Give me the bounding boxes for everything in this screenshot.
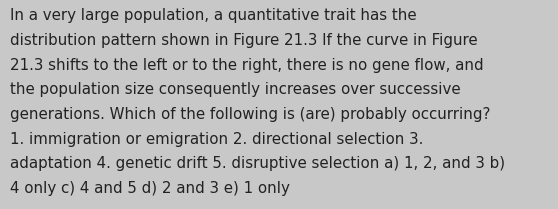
Text: generations. Which of the following is (are) probably occurring?: generations. Which of the following is (… — [10, 107, 490, 122]
Text: the population size consequently increases over successive: the population size consequently increas… — [10, 82, 461, 97]
Text: 21.3 shifts to the left or to the right, there is no gene flow, and: 21.3 shifts to the left or to the right,… — [10, 58, 484, 73]
Text: 1. immigration or emigration 2. directional selection 3.: 1. immigration or emigration 2. directio… — [10, 132, 424, 147]
Text: adaptation 4. genetic drift 5. disruptive selection a) 1, 2, and 3 b): adaptation 4. genetic drift 5. disruptiv… — [10, 156, 505, 171]
Text: distribution pattern shown in Figure 21.3 If the curve in Figure: distribution pattern shown in Figure 21.… — [10, 33, 478, 48]
Text: In a very large population, a quantitative trait has the: In a very large population, a quantitati… — [10, 8, 417, 23]
Text: 4 only c) 4 and 5 d) 2 and 3 e) 1 only: 4 only c) 4 and 5 d) 2 and 3 e) 1 only — [10, 181, 290, 196]
